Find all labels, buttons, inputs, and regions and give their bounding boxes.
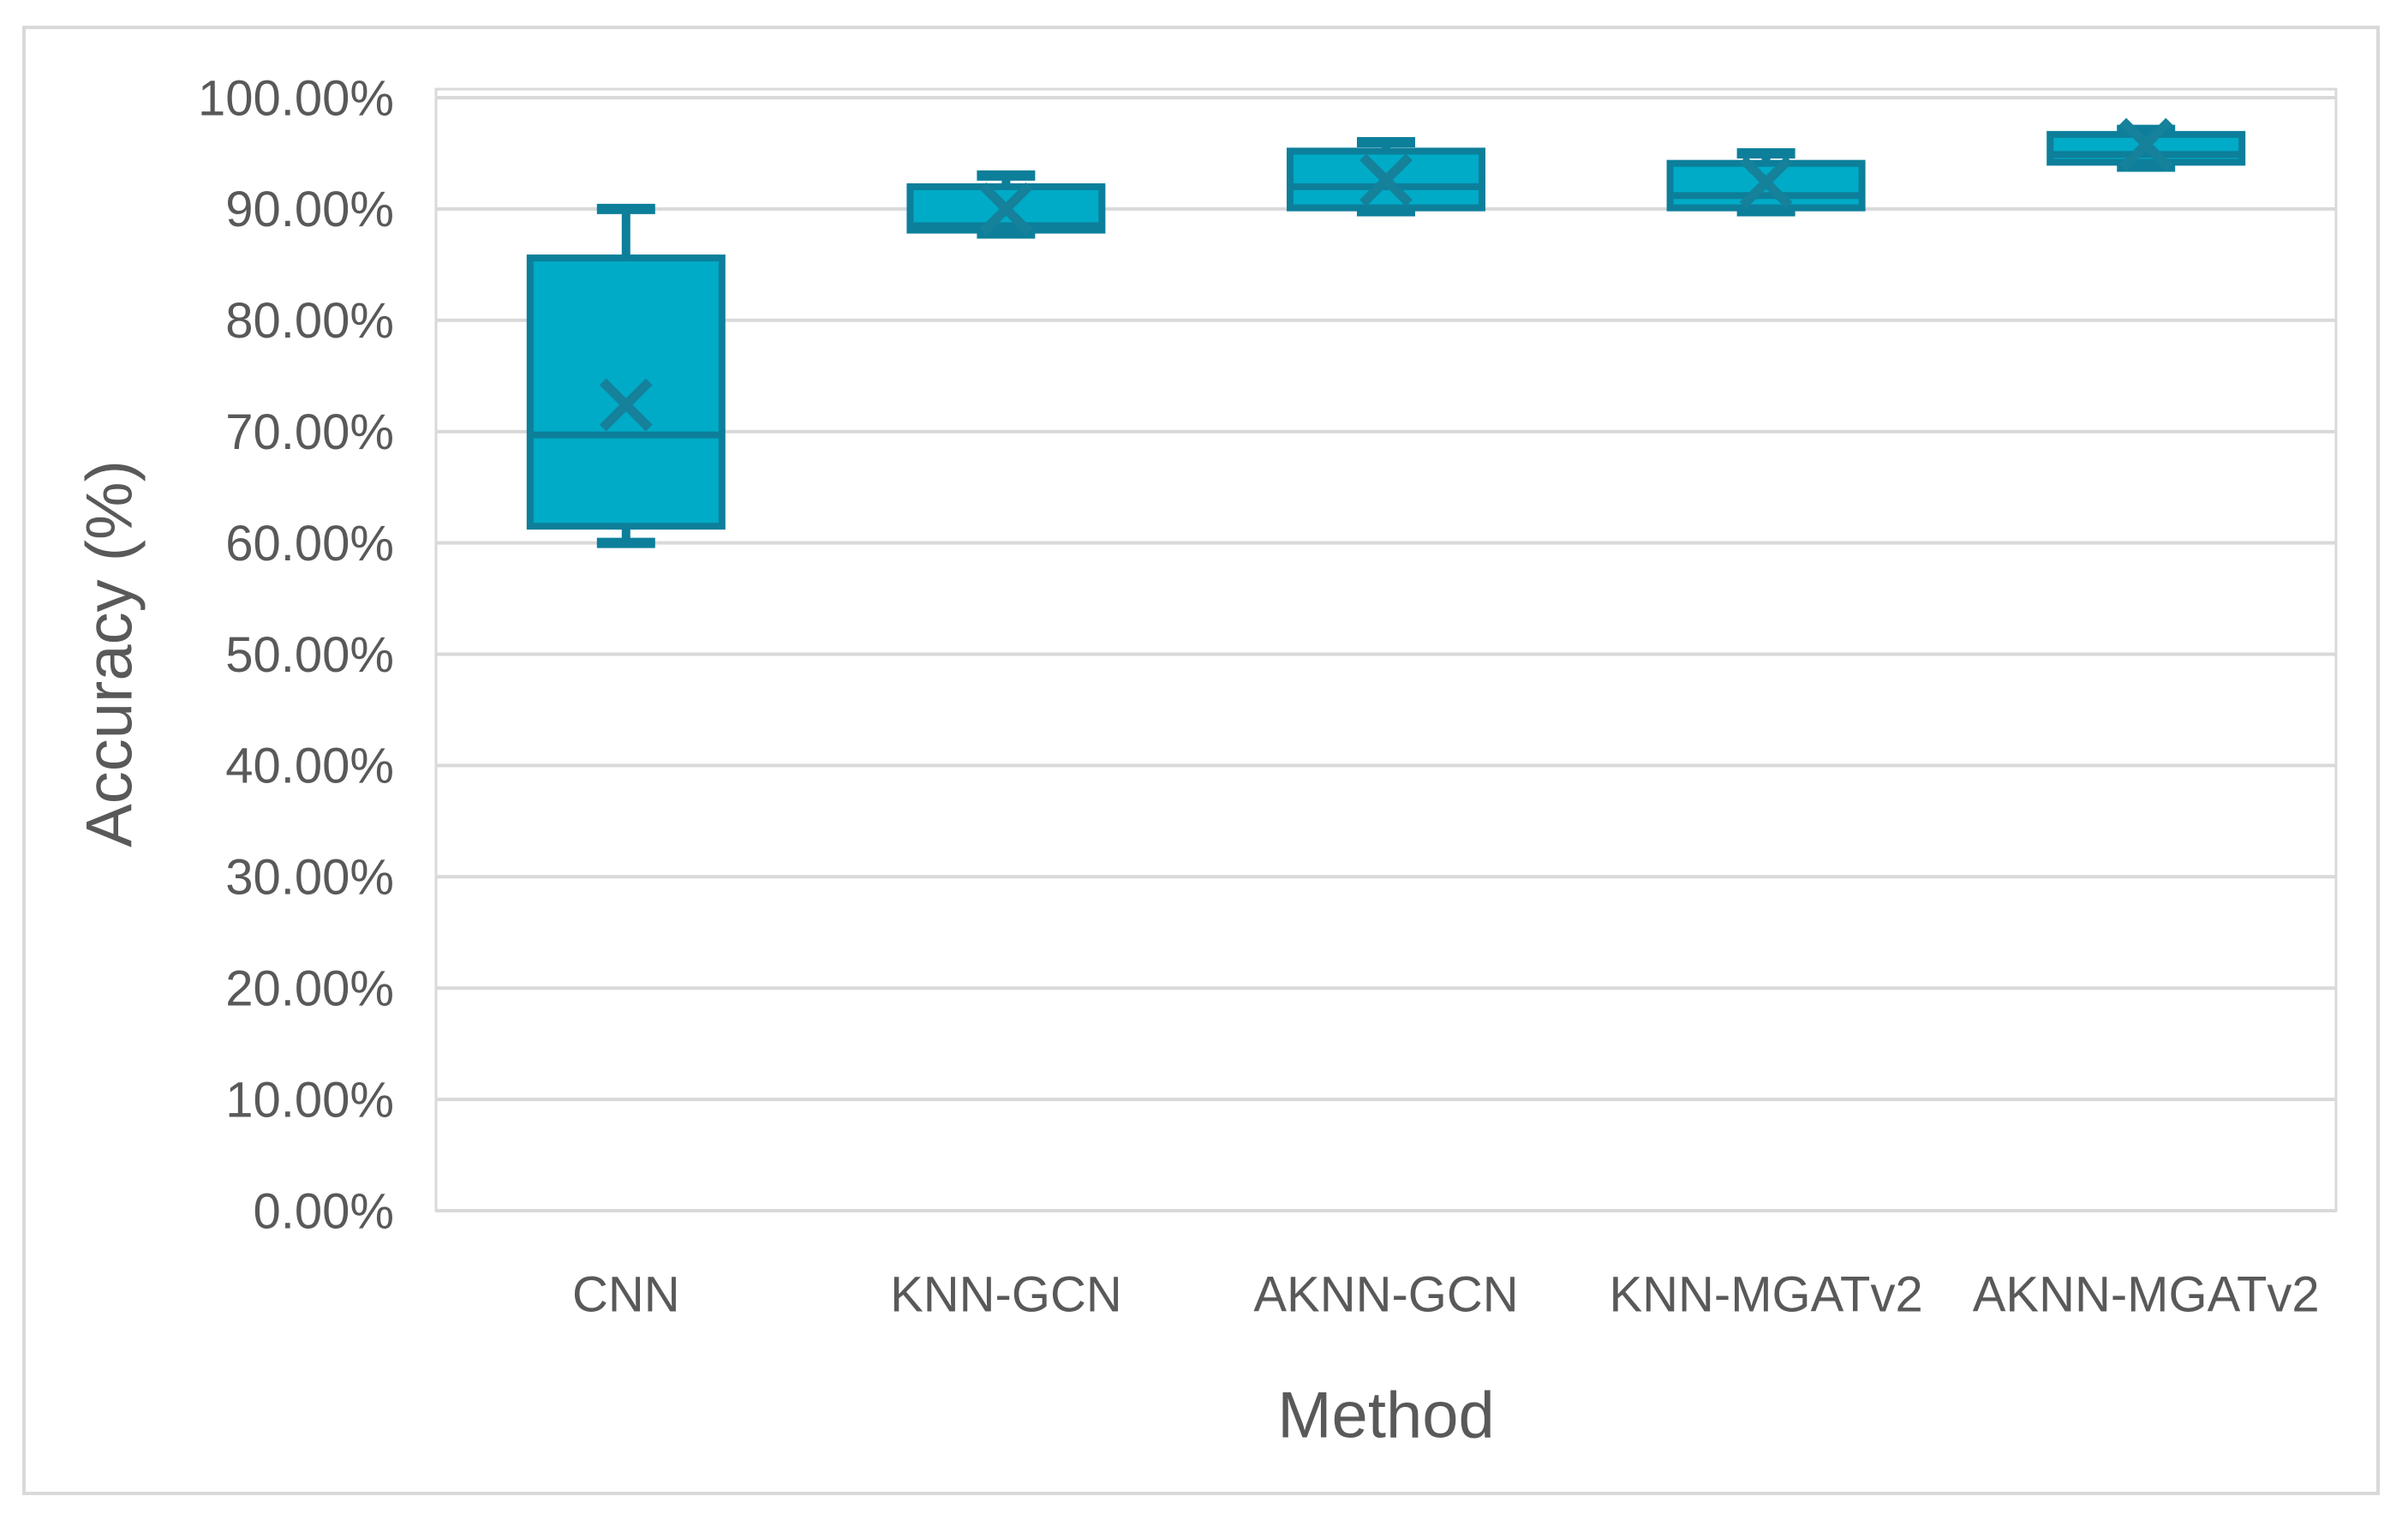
y-tick-label: 0.00% <box>254 1183 394 1239</box>
x-category-label: AKNN-GCN <box>1253 1266 1518 1322</box>
y-tick-label: 40.00% <box>225 739 394 794</box>
box-aknn-gcn-mean-marker <box>1359 153 1413 207</box>
box-knn-mgatv2-mean-marker <box>1739 155 1793 209</box>
y-axis-title: Accuracy (%) <box>73 460 146 847</box>
x-category-label: KNN-MGATv2 <box>1609 1266 1922 1322</box>
x-category-label: KNN-GCN <box>890 1266 1122 1322</box>
y-tick-label: 60.00% <box>225 516 394 572</box>
y-tick-label: 80.00% <box>225 293 394 349</box>
y-tick-label: 50.00% <box>225 627 394 683</box>
y-tick-label: 100.00% <box>198 70 394 126</box>
box-cnn-iqr <box>526 254 726 530</box>
y-tick-label: 30.00% <box>225 850 394 906</box>
y-tick-label: 20.00% <box>225 961 394 1017</box>
box-aknn-mgatv2-mean-marker <box>2119 117 2173 171</box>
y-tick-label: 10.00% <box>225 1072 394 1128</box>
x-category-label: AKNN-MGATv2 <box>1973 1266 2320 1322</box>
box-aknn-gcn-iqr <box>1287 147 1485 212</box>
x-axis-title: Method <box>1277 1379 1495 1452</box>
x-category-label: CNN <box>572 1266 680 1322</box>
figure-border <box>22 26 2380 1495</box>
box-knn-gcn-mean-marker <box>979 183 1033 236</box>
box-cnn-mean-marker <box>599 378 653 432</box>
y-tick-label: 90.00% <box>225 182 394 237</box>
y-tick-label: 70.00% <box>225 404 394 460</box>
